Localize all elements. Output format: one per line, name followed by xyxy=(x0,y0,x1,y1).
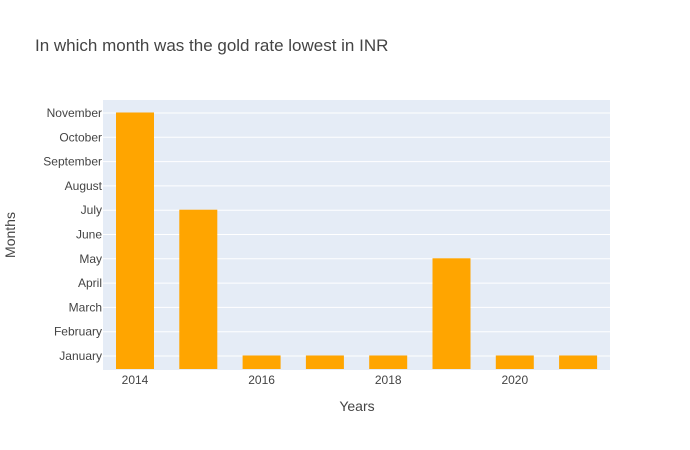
bar-2018 xyxy=(369,355,408,369)
x-axis-title: Years xyxy=(339,398,374,414)
y-tick-may: May xyxy=(79,252,102,266)
bar-2019 xyxy=(432,258,471,369)
y-tick-march: March xyxy=(69,300,102,314)
y-tick-january: January xyxy=(59,349,102,363)
y-tick-september: September xyxy=(43,155,102,169)
x-tick-2020: 2020 xyxy=(501,373,528,387)
bar-2017 xyxy=(305,355,344,369)
x-tick-2018: 2018 xyxy=(375,373,402,387)
bar-2015 xyxy=(179,209,218,369)
bar-2020 xyxy=(495,355,534,369)
bars xyxy=(116,112,598,369)
y-axis-title: Months xyxy=(2,212,18,258)
y-tick-april: April xyxy=(78,276,102,290)
y-tick-november: November xyxy=(47,106,102,120)
bar-2014 xyxy=(116,112,154,369)
y-tick-july: July xyxy=(81,203,102,217)
y-tick-june: June xyxy=(76,228,102,242)
x-tick-2014: 2014 xyxy=(122,373,149,387)
bar-2016 xyxy=(242,355,281,369)
chart-title: In which month was the gold rate lowest … xyxy=(35,36,388,55)
y-tick-labels: January February March April May June July Augu… xyxy=(43,106,102,363)
y-tick-august: August xyxy=(65,179,103,193)
y-tick-october: October xyxy=(59,130,102,144)
x-tick-2016: 2016 xyxy=(248,373,275,387)
bar-2021 xyxy=(559,355,598,369)
y-tick-february: February xyxy=(54,325,102,339)
x-tick-labels: 2014 2016 2018 2020 xyxy=(122,373,529,387)
